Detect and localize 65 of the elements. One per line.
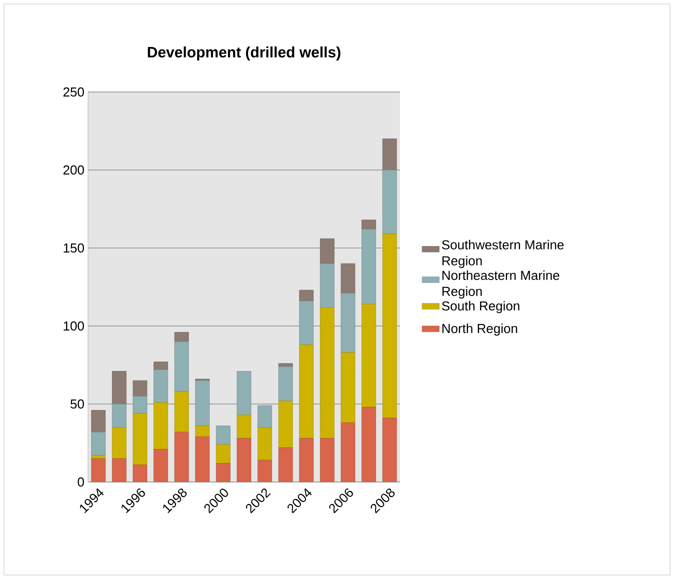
y-tick-label: 150 <box>64 243 84 253</box>
bar <box>216 444 230 464</box>
bar <box>382 418 397 482</box>
legend-label: Northeastern Marine Region <box>442 270 560 299</box>
bar <box>382 138 397 170</box>
bar <box>340 293 356 353</box>
bar <box>299 290 314 302</box>
bar <box>132 396 148 414</box>
bar <box>278 447 293 482</box>
bar <box>362 406 376 482</box>
bar <box>174 332 189 342</box>
bar <box>154 369 168 403</box>
bar <box>320 263 334 308</box>
bar <box>362 304 376 408</box>
bar <box>216 463 230 482</box>
bar <box>112 371 126 404</box>
y-tick-label: 200 <box>63 165 84 175</box>
legend-label: Southwestern Marine Region <box>442 240 564 268</box>
bar <box>340 263 356 294</box>
bar <box>382 170 397 234</box>
bar <box>154 402 168 450</box>
bar <box>112 458 126 482</box>
bar <box>299 300 314 345</box>
y-tick-label: 250 <box>63 87 84 97</box>
bar <box>91 432 106 456</box>
bar <box>174 432 189 482</box>
bar <box>362 220 376 230</box>
bar <box>91 410 106 432</box>
bar <box>236 414 252 439</box>
bar <box>362 229 376 304</box>
bar <box>132 413 148 466</box>
bar <box>258 405 272 428</box>
bar <box>340 352 356 423</box>
bar <box>132 380 148 396</box>
bar <box>216 426 230 445</box>
bar <box>91 455 106 459</box>
y-tick-label: 0 <box>78 477 84 487</box>
bar <box>112 404 126 428</box>
bar <box>320 438 334 482</box>
bar <box>195 426 210 437</box>
bar <box>320 238 334 264</box>
bar <box>195 380 210 426</box>
bar <box>195 436 210 482</box>
bar <box>258 460 272 482</box>
bar <box>112 427 126 459</box>
bar <box>299 438 314 482</box>
bar <box>154 449 168 482</box>
legend-label: North Region <box>442 324 518 336</box>
y-tick-label: 100 <box>64 321 84 331</box>
bar <box>278 400 293 448</box>
bar <box>236 438 252 482</box>
bar <box>236 371 252 416</box>
legend-label: South Region <box>442 300 520 314</box>
bar <box>91 458 106 482</box>
bar <box>320 307 334 439</box>
bar <box>174 341 189 392</box>
bar <box>299 344 314 439</box>
bar <box>154 362 168 370</box>
y-tick-label: 50 <box>70 399 84 409</box>
bar <box>340 422 356 482</box>
bar <box>382 234 397 418</box>
bar <box>174 391 189 432</box>
chart-title: Development (drilled wells) <box>148 46 340 60</box>
bar <box>258 427 272 460</box>
bar <box>278 366 293 402</box>
